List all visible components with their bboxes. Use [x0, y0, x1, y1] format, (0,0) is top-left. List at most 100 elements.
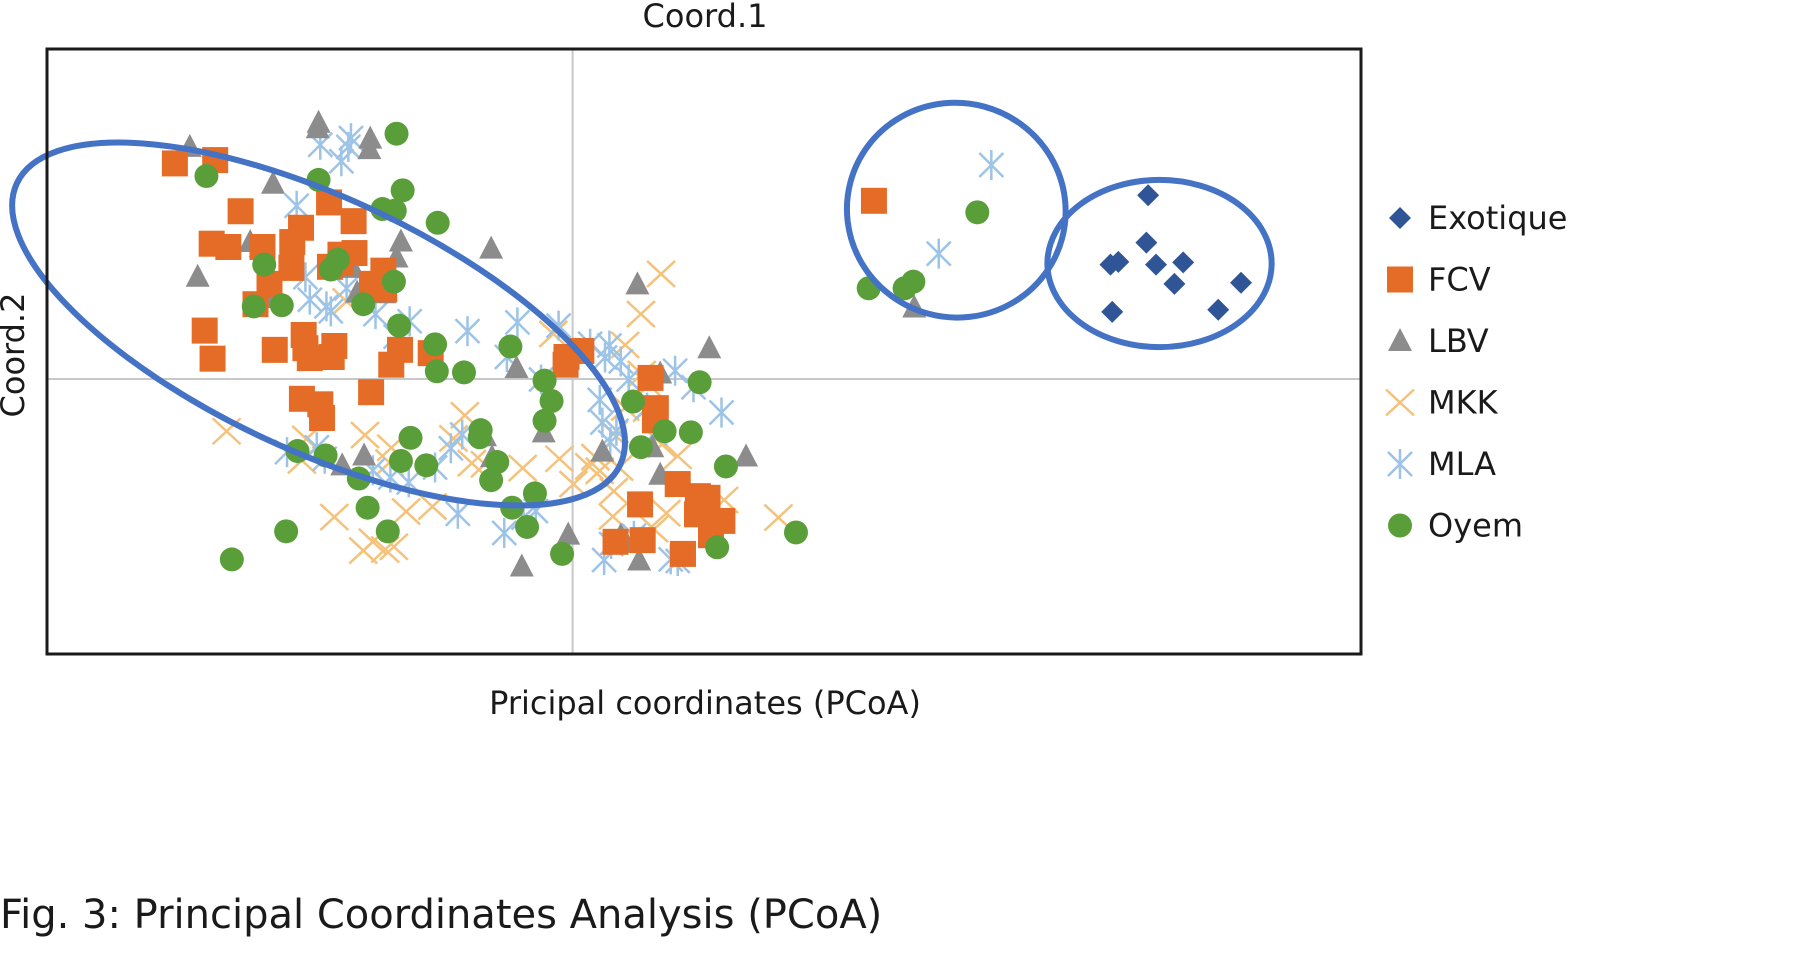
point-oyem-13 — [241, 294, 266, 319]
point-lbv-2 — [305, 115, 330, 139]
point-oyem-44 — [274, 519, 299, 544]
point-mla-21 — [596, 330, 623, 361]
point-oyem-9 — [318, 257, 343, 282]
group-ellipse-2 — [843, 99, 1069, 321]
legend-marker-exotique — [1389, 207, 1411, 229]
point-exotique-7 — [1163, 272, 1186, 295]
point-lbv-36 — [627, 547, 652, 571]
point-fcv-46 — [602, 528, 629, 555]
point-oyem-2 — [194, 164, 219, 189]
point-fcv-27 — [318, 344, 345, 370]
point-oyem-46 — [705, 535, 730, 560]
plot-area — [9, 47, 1363, 656]
group-ellipse-1 — [9, 139, 628, 509]
point-mla-42 — [491, 518, 518, 548]
point-oyem-26 — [388, 448, 413, 473]
point-oyem-25 — [398, 425, 423, 450]
point-mla-23 — [615, 364, 642, 395]
point-oyem-12 — [351, 292, 376, 317]
point-fcv-51 — [694, 484, 721, 511]
point-fcv-3 — [227, 198, 254, 225]
point-oyem-35 — [515, 514, 540, 539]
point-lbv-31 — [556, 521, 581, 545]
point-oyem-15 — [387, 313, 412, 338]
plot-frame — [45, 47, 1363, 656]
point-fcv-44 — [627, 491, 654, 518]
point-fcv-24 — [290, 322, 317, 348]
point-lbv-28 — [625, 271, 650, 295]
point-mla-17 — [545, 310, 572, 341]
point-mla-15 — [504, 307, 531, 338]
point-exotique-10 — [1101, 300, 1124, 323]
point-oyem-41 — [678, 420, 703, 445]
point-exotique-1 — [1137, 184, 1160, 207]
legend-label-mla: MLA — [1428, 445, 1496, 483]
legend-item-lbv: LBV — [1388, 322, 1489, 360]
legend-label-fcv: FCV — [1428, 261, 1491, 299]
point-exotique-6 — [1172, 251, 1195, 274]
point-exotique-5 — [1145, 253, 1168, 276]
point-mla-50 — [444, 498, 471, 529]
point-fcv-25 — [261, 336, 288, 363]
point-exotique-3 — [1107, 250, 1130, 273]
point-fcv-8 — [288, 214, 315, 241]
point-mkk-20 — [391, 497, 422, 526]
legend-label-mkk: MKK — [1428, 384, 1499, 422]
point-mla-14 — [454, 316, 481, 347]
point-oyem-32 — [479, 468, 504, 493]
point-fcv-17 — [340, 208, 367, 235]
legend-item-mla: MLA — [1387, 445, 1496, 483]
point-oyem-18 — [451, 360, 476, 385]
point-oyem-24 — [467, 425, 492, 450]
point-mkk-13 — [350, 421, 380, 450]
point-mla-9 — [317, 296, 344, 327]
point-fcv-34 — [296, 345, 323, 372]
chart-title: Coord.1 — [643, 0, 768, 35]
point-fcv-39 — [637, 364, 664, 391]
point-oyem-1 — [384, 121, 409, 146]
legend-item-oyem: Oyem — [1388, 507, 1523, 545]
point-fcv-35 — [288, 385, 315, 412]
x-axis-label: Pricipal coordinates (PCoA) — [489, 684, 921, 722]
point-oyem-48 — [375, 519, 400, 544]
point-lbv-9 — [185, 263, 210, 287]
point-fcv-13 — [199, 345, 226, 372]
point-lbv-29 — [697, 335, 722, 359]
group-ellipse-3 — [1044, 176, 1275, 351]
legend-label-exotique: Exotique — [1428, 199, 1567, 237]
point-lbv-3 — [358, 125, 383, 149]
legend-marker-mkk — [1385, 388, 1415, 417]
point-fcv-31 — [358, 379, 385, 406]
point-mkk-3 — [538, 319, 569, 348]
point-mla-4 — [338, 123, 364, 154]
legend-item-mkk: MKK — [1385, 384, 1499, 422]
point-oyem-37 — [652, 419, 677, 444]
point-oyem-31 — [485, 450, 510, 475]
legend-label-lbv: LBV — [1428, 322, 1489, 360]
point-oyem-49 — [965, 200, 990, 225]
point-lbv-6 — [261, 170, 286, 194]
legend: Exotique FCV LBV MKK MLA Oyem — [1385, 199, 1567, 545]
point-oyem-30 — [414, 453, 439, 478]
point-oyem-11 — [252, 252, 277, 277]
point-mkk-30 — [651, 499, 682, 528]
point-lbv-4 — [357, 136, 382, 160]
point-oyem-21 — [539, 389, 564, 413]
point-oyem-19 — [424, 359, 449, 384]
point-mkk-39 — [662, 442, 693, 470]
point-exotique-8 — [1229, 271, 1252, 294]
point-lbv-16 — [479, 235, 504, 259]
point-fcv-29 — [387, 336, 414, 363]
point-lbv-17 — [504, 355, 529, 378]
point-fcv-1 — [161, 150, 188, 177]
series-exotique — [1099, 184, 1252, 323]
point-mkk-35 — [507, 454, 538, 483]
legend-marker-mla — [1387, 449, 1413, 479]
point-fcv-12 — [191, 317, 218, 344]
point-lbv-34 — [509, 553, 534, 577]
y-axis-label: Coord.2 — [0, 293, 32, 418]
point-exotique-4 — [1135, 231, 1158, 254]
point-lbv-14 — [388, 228, 413, 252]
point-mla-51 — [925, 238, 952, 269]
point-mkk-4 — [610, 330, 641, 359]
